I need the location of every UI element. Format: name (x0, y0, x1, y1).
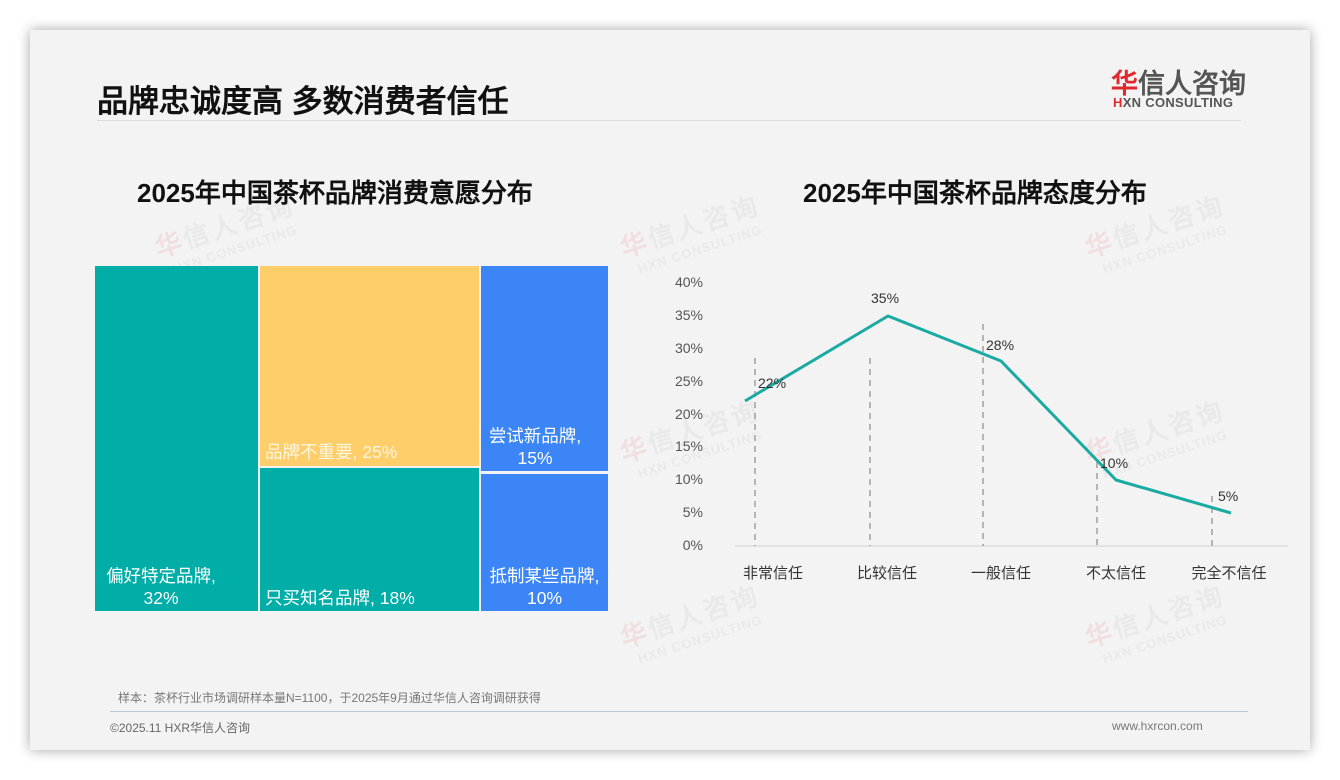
treemap-cell-try-new-brands: 尝试新品牌, 15% (481, 266, 608, 471)
line-chart: 0% 5% 10% 15% 20% 25% 30% 35% 40% 22% 35… (675, 274, 1288, 582)
y-tick: 10% (675, 471, 703, 487)
data-label: 28% (986, 337, 1014, 353)
data-label: 5% (1218, 488, 1238, 504)
x-axis: 非常信任 比较信任 一般信任 不太信任 完全不信任 (743, 564, 1267, 582)
slide: 华信人咨询 HXN CONSULTING 华信人咨询 HXN CONSULTIN… (30, 30, 1310, 750)
x-tick: 非常信任 (743, 565, 803, 582)
treemap-chart: 偏好特定品牌, 32% 品牌不重要, 25% 只买知名品牌, 18% 尝试新品牌… (95, 266, 608, 611)
y-tick: 15% (675, 438, 703, 454)
x-tick: 完全不信任 (1191, 564, 1266, 582)
y-axis: 0% 5% 10% 15% 20% 25% 30% 35% 40% (675, 274, 703, 553)
footer-divider (110, 711, 1248, 712)
x-tick: 比较信任 (857, 564, 917, 582)
x-tick: 一般信任 (971, 565, 1031, 582)
y-tick: 30% (675, 340, 703, 356)
data-label: 22% (758, 375, 786, 391)
y-tick: 20% (675, 406, 703, 422)
y-tick: 40% (675, 274, 703, 290)
cell-label: 品牌不重要, 25% (265, 442, 398, 462)
data-label: 35% (871, 290, 899, 306)
brand-logo: 华信人咨询 (1111, 69, 1246, 99)
cell-value: 32% (143, 588, 179, 608)
cell-value: 10% (526, 588, 563, 608)
website-link[interactable]: www.hxrcon.com (1112, 719, 1203, 733)
y-tick: 0% (683, 537, 703, 553)
cell-label: 只买知名品牌, 18% (265, 588, 415, 608)
drop-lines (754, 324, 1213, 546)
sample-note: 样本：茶杯行业市场调研样本量N=1100，于2025年9月通过华信人咨询调研获得 (118, 691, 541, 705)
y-tick: 5% (683, 504, 703, 520)
data-labels: 22% 35% 28% 10% 5% (758, 290, 1238, 504)
title-divider (97, 120, 1241, 121)
cell-value: 15% (517, 448, 553, 468)
cell-label: 抵制某些品牌, (489, 566, 600, 586)
treemap-cell-prefer-specific-brand: 偏好特定品牌, 32% (95, 266, 258, 611)
x-tick: 不太信任 (1086, 565, 1146, 582)
brand-logo-subtitle: HXN CONSULTING (1113, 95, 1234, 110)
treemap-cell-brand-unimportant: 品牌不重要, 25% (260, 266, 479, 466)
cell-label: 尝试新品牌, (488, 426, 582, 446)
treemap-cell-boycott-brands: 抵制某些品牌, 10% (481, 474, 608, 611)
page-title: 品牌忠诚度高 多数消费者信任 (97, 84, 509, 119)
data-label: 10% (1100, 455, 1128, 471)
copyright: ©2025.11 HXR华信人咨询 (110, 721, 250, 735)
y-tick: 35% (675, 307, 703, 323)
treemap-title: 2025年中国茶杯品牌消费意愿分布 (137, 178, 533, 208)
y-tick: 25% (675, 373, 703, 389)
cell-label: 偏好特定品牌, (106, 566, 216, 586)
trust-line-series (744, 314, 1232, 515)
line-chart-title: 2025年中国茶杯品牌态度分布 (803, 178, 1147, 208)
treemap-cell-only-famous-brands: 只买知名品牌, 18% (260, 468, 479, 611)
